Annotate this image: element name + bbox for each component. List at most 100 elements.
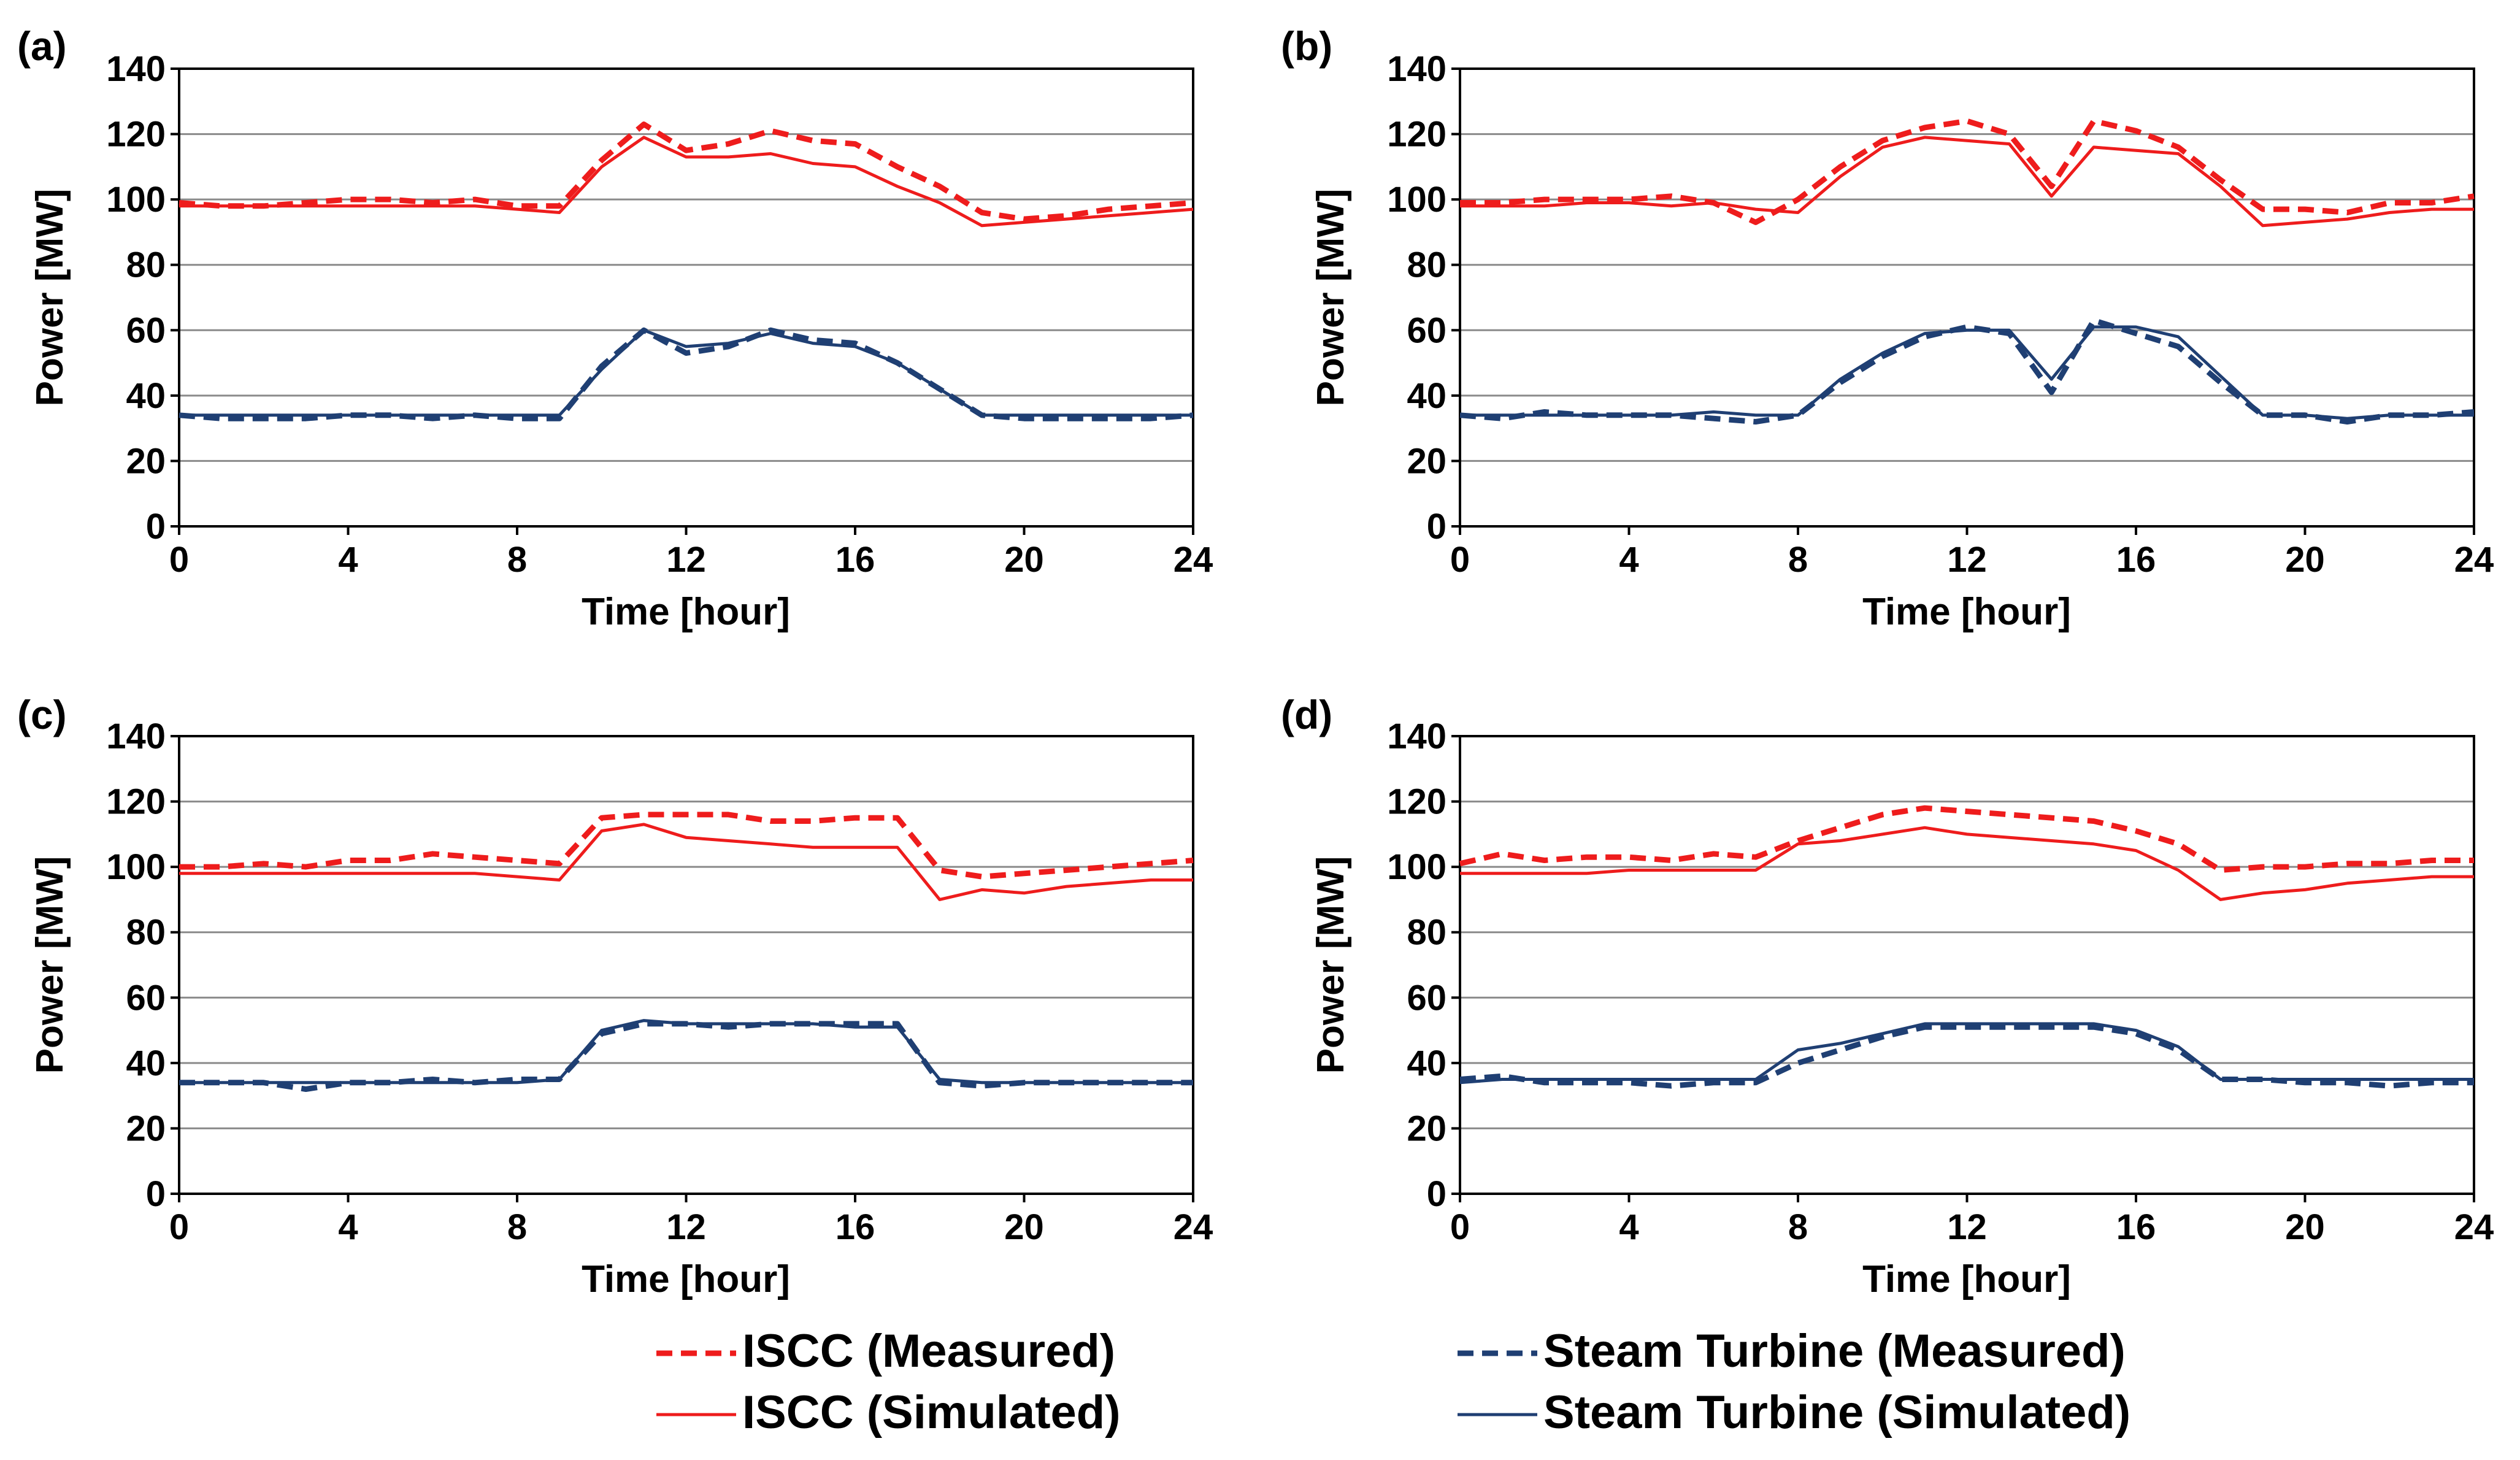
x-tick-label: 16 (836, 1207, 875, 1247)
x-tick-label: 24 (1174, 540, 1213, 580)
x-axis-title: Time [hour] (582, 591, 790, 633)
y-tick-label: 140 (106, 717, 166, 756)
x-tick-label: 20 (1004, 540, 1044, 580)
x-tick-label: 8 (507, 540, 527, 580)
y-tick-label: 100 (106, 180, 166, 220)
y-tick-label: 80 (1407, 913, 1446, 953)
x-tick-label: 16 (2116, 540, 2156, 580)
x-tick-label: 12 (666, 1207, 706, 1247)
series-line-iscc-measured (179, 812, 1194, 880)
y-tick-label: 120 (1387, 115, 1446, 155)
series-line-iscc-simulated (1460, 136, 2474, 228)
x-tick-label: 20 (1004, 1207, 1044, 1247)
x-axis-title: Time [hour] (582, 1258, 790, 1301)
y-tick-label: 140 (1387, 49, 1446, 89)
x-tick-label: 0 (1450, 540, 1470, 580)
x-axis-title: Time [hour] (1862, 1258, 2071, 1301)
y-axis-title: Power [MW] (1310, 856, 1352, 1074)
y-tick-label: 60 (126, 978, 166, 1018)
y-tick-label: 120 (106, 115, 166, 155)
y-tick-label: 0 (146, 1174, 166, 1214)
x-tick-label: 12 (1947, 1207, 1987, 1247)
y-tick-label: 20 (126, 1108, 166, 1148)
x-axis-title: Time [hour] (1862, 591, 2071, 633)
y-tick-label: 0 (1427, 1174, 1446, 1214)
series-line-steam-measured (179, 1021, 1193, 1092)
x-tick-label: 0 (169, 1207, 189, 1247)
y-tick-label: 0 (1427, 507, 1446, 547)
plot-frame (1459, 735, 2475, 1195)
y-tick-label: 100 (1387, 180, 1446, 220)
panel-label: (a) (17, 23, 67, 69)
x-tick-label: 12 (666, 540, 706, 580)
plot-frame (178, 735, 1194, 1195)
x-tick-label: 4 (338, 540, 358, 580)
x-tick-label: 0 (1450, 1207, 1470, 1247)
x-tick-label: 0 (169, 540, 189, 580)
x-tick-label: 16 (836, 540, 875, 580)
plot-frame (1459, 67, 2475, 528)
y-axis-title: Power [MW] (29, 189, 71, 407)
legend-label: ISCC (Measured) (742, 1325, 1115, 1377)
y-axis-title: Power [MW] (1310, 189, 1352, 407)
x-tick-label: 16 (2116, 1207, 2156, 1247)
x-tick-label: 4 (1619, 1207, 1638, 1247)
y-tick-label: 80 (1407, 245, 1446, 285)
panel-label: (b) (1281, 23, 1332, 69)
y-tick-label: 0 (146, 507, 166, 547)
y-tick-label: 80 (126, 245, 166, 285)
legend-label: ISCC (Simulated) (742, 1386, 1121, 1439)
x-tick-label: 24 (1174, 1207, 1213, 1247)
series-line-iscc-simulated (1460, 826, 2474, 901)
series-line-iscc-simulated (179, 136, 1194, 228)
x-tick-label: 12 (1947, 540, 1987, 580)
y-tick-label: 20 (1407, 1108, 1446, 1148)
series-line-steam-simulated (179, 1019, 1193, 1085)
y-tick-label: 120 (106, 782, 166, 822)
y-tick-label: 100 (106, 847, 166, 887)
plot-frame (178, 67, 1194, 528)
x-tick-label: 8 (507, 1207, 527, 1247)
panel-label: (d) (1281, 692, 1332, 737)
y-tick-label: 140 (1387, 717, 1446, 756)
x-tick-label: 4 (338, 1207, 358, 1247)
y-tick-label: 40 (1407, 1043, 1446, 1083)
y-tick-label: 20 (1407, 441, 1446, 481)
series-line-steam-simulated (1460, 325, 2474, 420)
y-tick-label: 60 (1407, 310, 1446, 350)
y-tick-label: 40 (1407, 376, 1446, 416)
legend-label: Steam Turbine (Measured) (1543, 1325, 2126, 1377)
y-axis-title: Power [MW] (29, 856, 71, 1074)
chart-panel-4: 0 20 40 60 80 100 120 140 0 4 8 12 16 20 24 Time [hour]… (1281, 692, 2494, 1301)
x-tick-label: 20 (2285, 1207, 2325, 1247)
y-tick-label: 80 (126, 913, 166, 953)
series-line-steam-simulated (179, 328, 1193, 417)
chart-panel-1: 0 20 40 60 80 100 120 140 0 4 8 12 16 20 24 Time [hour]… (17, 23, 1213, 633)
x-tick-label: 8 (1788, 540, 1808, 580)
y-tick-label: 40 (126, 1043, 166, 1083)
series-line-iscc-measured (1460, 118, 2475, 225)
chart-panel-2: 0 20 40 60 80 100 120 140 0 4 8 12 16 20 24 Time [hour]… (1281, 23, 2494, 633)
series-line-iscc-simulated (179, 823, 1193, 901)
legend-label: Steam Turbine (Simulated) (1543, 1386, 2130, 1439)
series-line-steam-measured (179, 327, 1194, 421)
legend: ISCC (Measured) ISCC (Simulated) Steam Tur… (656, 1325, 2130, 1439)
y-tick-label: 40 (126, 376, 166, 416)
series-line-steam-measured (1459, 1024, 2474, 1089)
panel-label: (c) (17, 692, 67, 737)
y-tick-label: 60 (126, 310, 166, 350)
y-tick-label: 140 (106, 49, 166, 89)
series-line-iscc-measured (179, 121, 1194, 222)
y-tick-label: 120 (1387, 782, 1446, 822)
y-tick-label: 60 (1407, 978, 1446, 1018)
x-tick-label: 4 (1619, 540, 1638, 580)
x-tick-label: 24 (2454, 1207, 2494, 1247)
series-line-iscc-measured (1459, 805, 2474, 873)
series-line-steam-measured (1459, 317, 2475, 425)
chart-panel-3: 0 20 40 60 80 100 120 140 0 4 8 12 16 20 24 Time [hour]… (17, 692, 1213, 1301)
series-line-steam-simulated (1459, 1022, 2474, 1085)
y-tick-label: 100 (1387, 847, 1446, 887)
y-tick-label: 20 (126, 441, 166, 481)
